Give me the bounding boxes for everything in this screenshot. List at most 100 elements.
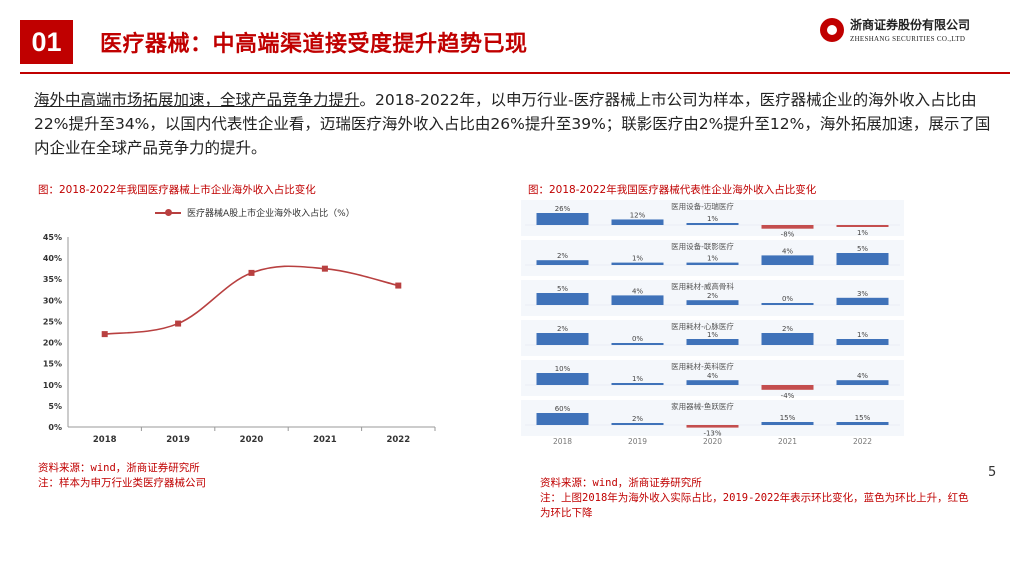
y-tick-label: 25% — [43, 317, 62, 326]
left-line-chart: 0% 5% 10% 15% 20% 25% 30% 35% 40% 45% 2018 2019 2020… — [43, 233, 436, 445]
right-source: 资料来源：wind，浙商证券研究所 — [540, 477, 702, 489]
panel-title: 医用耗材-威高骨科 — [671, 281, 734, 291]
panel-bar — [761, 385, 814, 390]
panel-bar — [686, 223, 739, 225]
legend-label: 医疗器械A股上市企业海外收入占比（%） — [187, 209, 355, 219]
data-point — [321, 265, 328, 272]
y-tick-label: 15% — [43, 360, 62, 369]
right-panel-chart: 医用设备-迈瑞医疗 26% 12% 1% -8% 1% 医用设备-联影医疗 2% 1% 1% 4% 5… — [521, 200, 904, 446]
panel-bar — [536, 373, 589, 385]
bar-value-label: -13% — [703, 430, 721, 438]
bar-value-label: 4% — [632, 287, 643, 295]
panel-bar — [686, 339, 739, 345]
intro-paragraph: 海外中高端市场拓展加速，全球产品竞争力提升。2018-2022年，以申万行业-医… — [34, 88, 994, 160]
panel-title: 医用耗材-心脉医疗 — [671, 321, 734, 331]
panel-bar — [686, 380, 739, 385]
right-note: 注：上图2018年为海外收入实际占比，2019-2022年表示环比变化，蓝色为环… — [540, 492, 969, 519]
bar-value-label: 2% — [782, 325, 793, 333]
panel-bar — [836, 253, 889, 265]
y-tick-label: 0% — [48, 423, 62, 432]
bar-value-label: 1% — [707, 215, 718, 223]
left-chart-caption: 图：2018-2022年我国医疗器械上市企业海外收入占比变化 — [38, 184, 316, 196]
bar-value-label: 1% — [857, 331, 868, 339]
panel-bar — [536, 293, 589, 305]
panel-bar — [536, 260, 589, 265]
panel-title: 医用耗材-英科医疗 — [671, 361, 734, 371]
panel-title: 医用设备-迈瑞医疗 — [671, 201, 734, 211]
left-note: 注：样本为申万行业类医疗器械公司 — [38, 477, 206, 489]
bar-value-label: -8% — [781, 231, 795, 239]
logo-mark-icon — [820, 18, 844, 42]
series-line — [104, 265, 399, 335]
data-point — [101, 331, 108, 338]
bar-value-label: 10% — [555, 365, 571, 373]
panel-bar — [761, 422, 814, 425]
bar-value-label: 15% — [780, 414, 796, 422]
bar-value-label: 0% — [782, 295, 793, 303]
x-tick-label: 2021 — [313, 435, 337, 445]
panel-x-label: 2018 — [553, 437, 572, 446]
logo-name-cn: 浙商证券股份有限公司 — [850, 18, 971, 32]
panel-bar — [611, 343, 664, 345]
bar-value-label: 2% — [707, 292, 718, 300]
bar-value-label: 15% — [855, 414, 871, 422]
panel-x-label: 2021 — [778, 437, 797, 446]
x-tick-label: 2020 — [240, 435, 264, 445]
panel-title: 家用器械-鱼跃医疗 — [671, 401, 734, 411]
bar-value-label: 4% — [782, 247, 793, 255]
panel-bar — [836, 225, 889, 227]
left-source: 资料来源：wind，浙商证券研究所 — [38, 462, 200, 474]
data-point — [395, 282, 402, 289]
bar-value-label: -4% — [781, 392, 795, 400]
panel-bar — [611, 423, 664, 425]
panel-bar — [836, 380, 889, 385]
y-tick-label: 20% — [43, 339, 62, 348]
panel-bar — [611, 262, 664, 265]
logo-name-en: ZHESHANG SECURITIES CO.,LTD — [850, 35, 966, 43]
intro-text: 。2018-2022年，以申万行业-医疗器械上市公司为样本，医疗器械企业的海外收… — [34, 91, 991, 157]
bar-value-label: 3% — [857, 290, 868, 298]
panel-bar — [611, 219, 664, 225]
y-tick-label: 10% — [43, 381, 62, 390]
intro-lead: 海外中高端市场拓展加速，全球产品竞争力提升 — [34, 91, 360, 109]
x-tick-label: 2018 — [93, 435, 117, 445]
panel-bar — [611, 295, 664, 305]
panel-bar — [611, 383, 664, 385]
bar-value-label: 1% — [707, 255, 718, 263]
header-divider — [20, 72, 1010, 74]
section-number: 01 — [20, 20, 73, 64]
bar-value-label: 4% — [857, 372, 868, 380]
panel-bar — [536, 213, 589, 225]
panel-title: 医用设备-联影医疗 — [671, 241, 734, 251]
panel-x-label: 2019 — [628, 437, 647, 446]
panel-bar — [761, 333, 814, 345]
y-tick-label: 5% — [48, 402, 62, 411]
bar-value-label: 4% — [707, 372, 718, 380]
bar-value-label: 0% — [632, 335, 643, 343]
y-tick-label: 40% — [43, 254, 62, 263]
y-tick-label: 30% — [43, 296, 62, 305]
bar-value-label: 2% — [557, 252, 568, 260]
y-tick-label: 45% — [43, 233, 62, 242]
panel-x-label: 2020 — [703, 437, 722, 446]
bar-value-label: 2% — [632, 415, 643, 423]
panel-bar — [686, 300, 739, 305]
bar-value-label: 12% — [630, 211, 646, 219]
bar-value-label: 5% — [857, 245, 868, 253]
panel-bar — [536, 413, 589, 425]
panel-bar — [761, 303, 814, 305]
data-point — [175, 320, 182, 327]
panel-bar — [761, 255, 814, 265]
bar-value-label: 1% — [632, 375, 643, 383]
left-chart-legend: 医疗器械A股上市企业海外收入占比（%） — [155, 206, 355, 219]
bar-value-label: 1% — [707, 331, 718, 339]
panel-bar — [836, 297, 889, 305]
y-tick-label: 35% — [43, 275, 62, 284]
panel-bar — [761, 225, 814, 229]
panel-bar — [686, 262, 739, 265]
bar-value-label: 5% — [557, 285, 568, 293]
panel-bar — [836, 339, 889, 345]
legend-line-marker-icon — [155, 208, 181, 216]
x-tick-label: 2019 — [166, 435, 190, 445]
bar-value-label: 1% — [857, 229, 868, 237]
